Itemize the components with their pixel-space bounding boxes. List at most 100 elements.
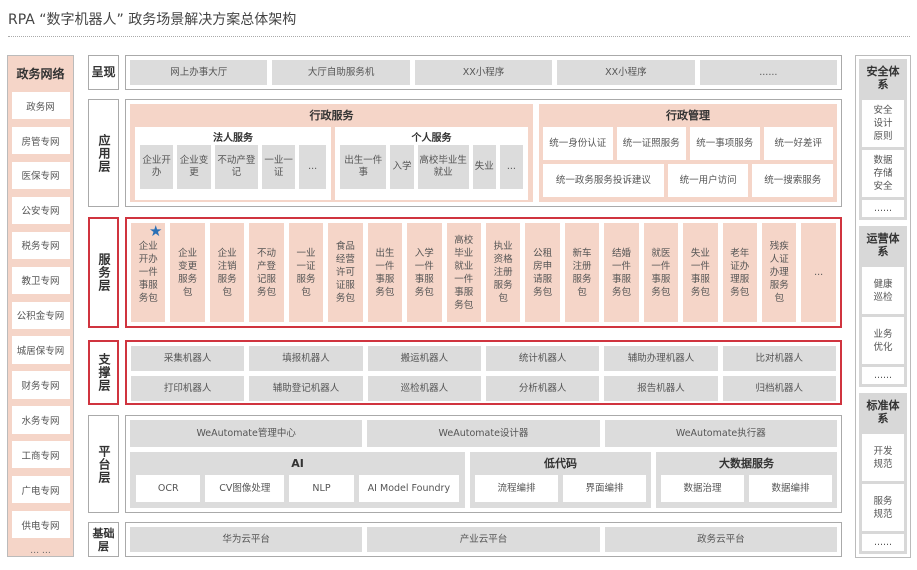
service-package: 不动产登记服务包 — [249, 223, 284, 322]
robot-item: 填报机器人 — [249, 346, 363, 371]
bigdata-item: 数据编排 — [749, 475, 832, 502]
base-layer: 华为云平台 产业云平台 政务云平台 — [125, 522, 842, 557]
label-text: 平台层 — [97, 444, 111, 484]
weautomate-item: WeAutomate执行器 — [604, 420, 837, 447]
label-text: 应用层 — [97, 133, 111, 173]
right-block-item: ...... — [862, 367, 904, 384]
admin-mgmt-panel: 行政管理 统一身份认证 统一证照服务 统一事项服务 统一好差评 统一政务服务投诉建议 统… — [539, 104, 837, 202]
service-package: 执业资格注册服务包 — [485, 223, 521, 322]
service-package: 残疾人证办理服务包 — [762, 223, 797, 322]
robot-item: 辅助办理机器人 — [604, 346, 718, 371]
legal-title: 法人服务 — [213, 133, 253, 144]
support-layer: 采集机器人 填报机器人 搬运机器人 统计机器人 辅助办理机器人 比对机器人 打印机器人 辅助… — [125, 340, 842, 405]
weautomate-item: WeAutomate设计器 — [367, 420, 600, 447]
ai-item: AI Model Foundry — [358, 475, 460, 502]
presentation-item: 网上办事大厅 — [130, 60, 268, 85]
robot-item: 统计机器人 — [485, 346, 600, 371]
network-item: 供电专网 — [11, 511, 70, 539]
ai-item: OCR — [136, 475, 201, 502]
admin-mgmt-item: 统一好差评 — [763, 127, 833, 160]
bigdata-item: 数据治理 — [661, 475, 744, 502]
robot-item: 搬运机器人 — [367, 346, 481, 371]
network-item: 政务网 — [11, 92, 70, 120]
service-package: 出生一件事服务包 — [367, 223, 403, 322]
ai-title: AI — [291, 457, 304, 470]
service-package: 就医一件事服务包 — [643, 223, 679, 322]
bigdata-title: 大数据服务 — [719, 457, 774, 470]
robot-item: 归档机器人 — [722, 376, 836, 401]
ai-panel: AI OCR CV图像处理 NLP AI Model Foundry — [130, 452, 465, 508]
service-package: 新车注册服务包 — [564, 223, 600, 322]
service-package: 一业一证服务包 — [288, 223, 324, 322]
legal-service-item: 企业变更 — [177, 145, 211, 189]
presentation-layer: 网上办事大厅 大厅自助服务机 XX小程序 XX小程序...... — [125, 55, 842, 90]
admin-mgmt-item: 统一政务服务投诉建议 — [543, 164, 664, 197]
presentation-item: XX小程序 — [557, 60, 695, 85]
right-block: 运营体系 健康巡检 业务优化...... — [859, 226, 907, 387]
network-item: 城居保专网 — [11, 336, 70, 364]
admin-service-panel: 行政服务 法人服务 企业开办 企业变更 不动产登记 一业一证... 个人服务 出生一件… — [130, 104, 533, 202]
cloud-platform-item: 华为云平台 — [130, 527, 363, 552]
network-item: 水务专网 — [11, 406, 70, 434]
presentation-item: 大厅自助服务机 — [272, 60, 410, 85]
service-package: 老年证办理服务包 — [722, 223, 757, 322]
service-package: 高校毕业就业一件事服务包 — [446, 223, 481, 322]
legal-service-item: 企业开办 — [140, 145, 174, 189]
network-column: 政务网络 政务网 房管专网 医保专网 公安专网 税务专网 教卫专网 公积金专网 城居保专网 财务… — [7, 55, 74, 557]
label-text: 支撑层 — [97, 353, 111, 392]
service-package: 入学一件事服务包 — [407, 223, 442, 322]
presentation-item: ...... — [699, 60, 838, 85]
cloud-platform-item: 政务云平台 — [604, 527, 837, 552]
layer-label-platform: 平台层 — [88, 415, 119, 513]
lowcode-item: 流程编排 — [475, 475, 558, 502]
robot-item: 巡检机器人 — [367, 376, 481, 401]
right-block: 标准体系 开发规范 服务规范...... — [859, 393, 907, 554]
admin-service-title: 行政服务 — [309, 109, 354, 122]
legal-service-item: 一业一证 — [261, 145, 296, 189]
right-block-header: 安全体系 — [866, 65, 900, 91]
lowcode-panel: 低代码 流程编排 界面编排 — [470, 452, 651, 508]
right-column: 安全体系 安全设计原则 数据存储安全...... 运营体系 健康巡检 业务优化......… — [855, 55, 911, 558]
legal-service-panel: 法人服务 企业开办 企业变更 不动产登记 一业一证... — [135, 127, 331, 200]
network-item: 公积金专网 — [11, 301, 70, 329]
right-block: 安全体系 安全设计原则 数据存储安全...... — [859, 59, 907, 220]
admin-mgmt-item: 统一证照服务 — [616, 127, 686, 160]
robot-item: 采集机器人 — [131, 346, 245, 371]
platform-layer: WeAutomate管理中心 WeAutomate设计器 WeAutomate执行器… — [125, 415, 842, 513]
personal-service-item: 出生一件事 — [340, 145, 387, 189]
personal-title: 个人服务 — [411, 133, 452, 144]
service-package: 公租房申请服务包 — [525, 223, 560, 322]
network-item: 广电专网 — [11, 476, 70, 504]
right-block-item: 数据存储安全 — [862, 150, 904, 197]
service-package: 失业一件事服务包 — [683, 223, 718, 322]
admin-mgmt-title: 行政管理 — [666, 109, 710, 122]
personal-service-item: ... — [499, 145, 523, 189]
admin-mgmt-item: 统一身份认证 — [543, 127, 613, 160]
right-block-item: 健康巡检 — [862, 267, 904, 314]
admin-mgmt-item: 统一搜索服务 — [752, 164, 834, 197]
personal-service-item: 高校毕业生就业 — [417, 145, 469, 189]
legal-service-item: ... — [299, 145, 326, 189]
service-package: 企业开办一件事服务包 ★ — [131, 223, 166, 322]
service-layer: 企业开办一件事服务包 ★ 企业变更服务包 企业注销服务包 不动产登记服务包 一业一证服务包… — [125, 217, 842, 328]
label-text: 服务层 — [97, 253, 111, 292]
network-item: 房管专网 — [11, 126, 70, 155]
layer-label-service: 服务层 — [88, 217, 119, 328]
service-package: 企业变更服务包 — [170, 223, 205, 322]
network-more: … … — [30, 545, 51, 556]
right-block-item: 安全设计原则 — [862, 100, 904, 147]
application-layer: 行政服务 法人服务 企业开办 企业变更 不动产登记 一业一证... 个人服务 出生一件… — [125, 99, 842, 207]
layer-label-presentation: 呈现 — [88, 55, 119, 90]
presentation-item: XX小程序 — [414, 60, 553, 85]
right-block-item: 服务规范 — [862, 484, 904, 531]
cloud-platform-item: 产业云平台 — [367, 527, 600, 552]
admin-mgmt-item: 统一事项服务 — [690, 127, 760, 160]
ai-item: NLP — [289, 475, 354, 502]
weautomate-item: WeAutomate管理中心 — [130, 420, 363, 447]
layer-label-support: 支撑层 — [88, 340, 119, 405]
right-block-item: ...... — [862, 534, 904, 551]
network-item: 公安专网 — [11, 196, 70, 224]
personal-service-panel: 个人服务 出生一件事 入学 高校毕业生就业 失业... — [335, 127, 528, 200]
network-item: 教卫专网 — [11, 266, 70, 294]
bigdata-panel: 大数据服务 数据治理 数据编排 — [656, 452, 837, 508]
